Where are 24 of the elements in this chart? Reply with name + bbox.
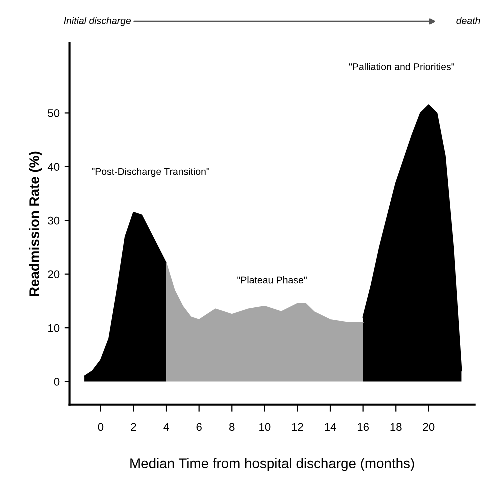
x-tick-label: 16: [358, 423, 370, 432]
y-tick-label: 0: [54, 378, 60, 386]
x-tick-label: 18: [390, 423, 402, 432]
y-tick-label: 50: [48, 109, 60, 118]
text: death: [456, 17, 480, 24]
x-tick-label: 8: [230, 423, 235, 432]
x-tick-label: 10: [260, 423, 271, 432]
x-tick-label: 14: [325, 423, 336, 431]
y-tick-label: 40: [48, 163, 60, 172]
x-tick-label: 2: [131, 423, 136, 431]
x-tick-label: 12: [292, 423, 304, 431]
annotation: "Post-Discharge Transition": [92, 168, 210, 178]
x-tick-label: 0: [98, 423, 104, 432]
y-tick-label: 30: [48, 216, 60, 225]
annotation: "Palliation and Priorities": [349, 63, 454, 70]
text: Initial discharge: [64, 17, 132, 26]
x-tick-label: 20: [423, 423, 435, 432]
annotation: "Plateau Phase": [238, 276, 307, 284]
y-tick-label: 20: [48, 270, 60, 278]
y-tick-label: 10: [48, 324, 60, 332]
x-axis-title: Median Time from hospital discharge (months): [130, 458, 414, 472]
x-tick-label: 4: [164, 423, 170, 431]
x-tick-label: 6: [196, 423, 202, 432]
y-axis-title: Readmission Rate (%): [29, 152, 42, 296]
